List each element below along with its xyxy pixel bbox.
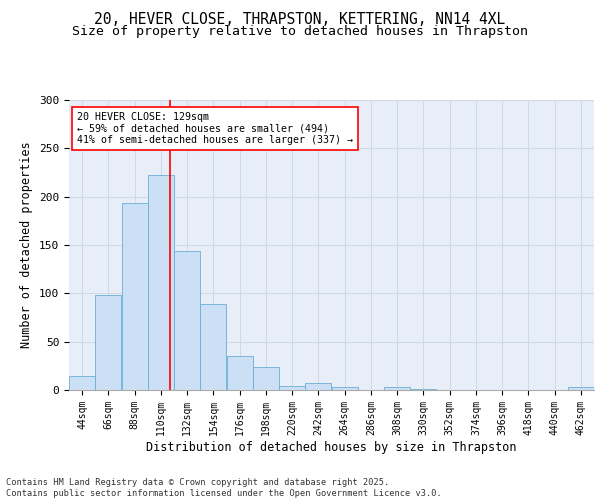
Bar (332, 387, 358, 390)
X-axis label: Distribution of detached houses by size in Thrapston: Distribution of detached houses by size … (146, 440, 517, 454)
Bar (174, 251, 200, 390)
Bar (410, 389, 436, 390)
Bar (279, 386, 305, 390)
Y-axis label: Number of detached properties: Number of detached properties (20, 142, 34, 348)
Text: Size of property relative to detached houses in Thrapston: Size of property relative to detached ho… (72, 25, 528, 38)
Bar (227, 356, 253, 390)
Bar (95, 296, 121, 390)
Bar (568, 387, 594, 390)
Bar (122, 204, 148, 390)
Bar (305, 383, 331, 390)
Bar (148, 176, 174, 390)
Bar (253, 367, 279, 390)
Bar (200, 304, 226, 390)
Text: 20 HEVER CLOSE: 129sqm
← 59% of detached houses are smaller (494)
41% of semi-de: 20 HEVER CLOSE: 129sqm ← 59% of detached… (77, 112, 353, 145)
Bar (69, 376, 95, 390)
Text: 20, HEVER CLOSE, THRAPSTON, KETTERING, NN14 4XL: 20, HEVER CLOSE, THRAPSTON, KETTERING, N… (94, 12, 506, 28)
Bar (384, 387, 410, 390)
Text: Contains HM Land Registry data © Crown copyright and database right 2025.
Contai: Contains HM Land Registry data © Crown c… (6, 478, 442, 498)
